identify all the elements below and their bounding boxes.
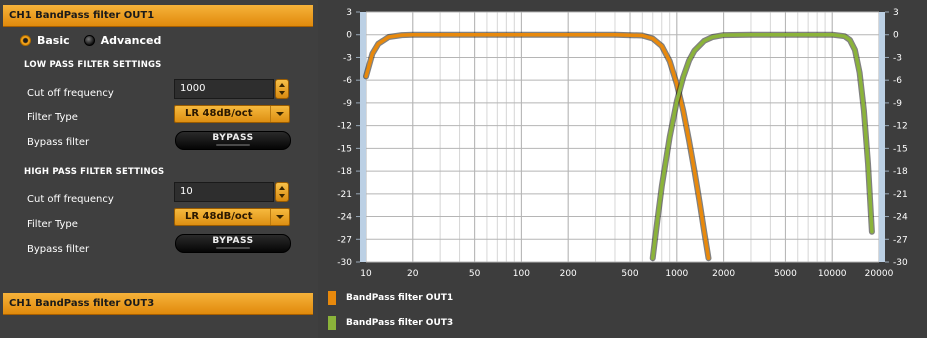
x-tick-label: 200 — [560, 269, 577, 279]
y-tick-label-left: -24 — [337, 213, 352, 223]
y-tick-label-right: 3 — [893, 8, 899, 18]
filter-settings-panel: CH1 BandPass filter OUT1 Basic Advanced … — [0, 0, 318, 338]
legend-label-out1: BandPass filter OUT1 — [346, 293, 454, 303]
high-pass-cutoff-input[interactable]: 10 — [174, 182, 274, 202]
series-line-out3 — [650, 32, 874, 260]
x-tick-label: 2000 — [712, 269, 735, 279]
y-tick-label-right: -27 — [893, 235, 908, 245]
y-tick-label-left: -12 — [337, 122, 352, 132]
high-pass-bypass-button[interactable]: BYPASS — [175, 234, 291, 253]
basic-label[interactable]: Basic — [37, 34, 70, 47]
low-pass-bypass-button[interactable]: BYPASS — [175, 131, 291, 150]
advanced-radio[interactable] — [83, 35, 95, 46]
legend-swatch-out3 — [328, 316, 336, 330]
x-tick-label: 50 — [469, 269, 481, 279]
y-tick-label-left: -18 — [337, 167, 352, 177]
low-pass-filter-type-select[interactable]: LR 48dB/oct — [174, 105, 290, 123]
high-pass-section-title: HIGH PASS FILTER SETTINGS — [24, 167, 165, 177]
right-axis-rail — [879, 12, 885, 262]
out3-panel-header[interactable]: CH1 BandPass filter OUT3 — [3, 293, 313, 315]
low-pass-cutoff-label: Cut off frequency — [27, 88, 114, 99]
y-tick-label-left: -15 — [337, 144, 352, 154]
high-pass-bypass-label: Bypass filter — [27, 244, 90, 255]
x-tick-label: 10000 — [818, 269, 847, 279]
legend-label-out3: BandPass filter OUT3 — [346, 318, 454, 328]
x-tick-label: 5000 — [774, 269, 797, 279]
y-tick-label-right: -24 — [893, 213, 908, 223]
high-pass-cutoff-stepper[interactable] — [275, 182, 289, 202]
x-tick-label: 10 — [360, 269, 372, 279]
low-pass-filter-type-value: LR 48dB/oct — [185, 108, 253, 119]
legend-swatch-out1 — [328, 291, 336, 305]
y-tick-label-right: -12 — [893, 122, 908, 132]
y-tick-label-right: -9 — [893, 99, 902, 109]
chevron-down-icon[interactable] — [270, 209, 289, 225]
y-tick-label-left: -6 — [343, 76, 352, 86]
y-tick-label-right: -3 — [893, 53, 902, 63]
y-tick-label-right: -30 — [893, 258, 908, 268]
y-tick-label-left: 3 — [346, 8, 352, 18]
y-tick-label-left: -3 — [343, 53, 352, 63]
high-pass-filter-type-label: Filter Type — [27, 219, 78, 230]
legend-item-out1: BandPass filter OUT1 — [328, 291, 453, 305]
low-pass-section-title: LOW PASS FILTER SETTINGS — [24, 60, 162, 70]
low-pass-cutoff-input[interactable]: 1000 — [174, 79, 274, 99]
y-tick-label-left: -30 — [337, 258, 352, 268]
y-tick-label-right: -21 — [893, 190, 908, 200]
chevron-down-icon[interactable] — [270, 106, 289, 122]
x-tick-label: 100 — [513, 269, 530, 279]
mode-selector: Basic Advanced — [20, 34, 161, 47]
y-tick-label-left: -21 — [337, 190, 352, 200]
basic-radio[interactable] — [20, 35, 31, 46]
out1-panel-header[interactable]: CH1 BandPass filter OUT1 — [3, 5, 313, 27]
y-tick-label-right: -15 — [893, 144, 908, 154]
advanced-label[interactable]: Advanced — [100, 34, 162, 47]
frequency-response-plot: 3 3 0 0 -3 -3 -6 -6 -9 -9 -12 -12 -15 -15 -18 -18 -21 -21… — [337, 8, 908, 279]
x-tick-label: 20000 — [865, 269, 894, 279]
y-tick-label-left: -9 — [343, 99, 352, 109]
left-axis-rail — [360, 12, 366, 262]
x-tick-label: 500 — [621, 269, 638, 279]
x-tick-label: 1000 — [665, 269, 688, 279]
high-pass-filter-type-value: LR 48dB/oct — [185, 211, 253, 222]
x-tick-label: 20 — [407, 269, 419, 279]
low-pass-filter-type-label: Filter Type — [27, 112, 78, 123]
y-tick-label-right: 0 — [893, 31, 899, 41]
legend-item-out3: BandPass filter OUT3 — [328, 316, 453, 330]
low-pass-cutoff-stepper[interactable] — [275, 79, 289, 99]
y-tick-label-right: -6 — [893, 76, 902, 86]
y-tick-label-left: 0 — [346, 31, 352, 41]
series-line-out1 — [364, 32, 711, 260]
y-tick-label-left: -27 — [337, 235, 352, 245]
y-tick-label-right: -18 — [893, 167, 908, 177]
high-pass-cutoff-label: Cut off frequency — [27, 194, 114, 205]
frequency-response-chart: 3 3 0 0 -3 -3 -6 -6 -9 -9 -12 -12 -15 -15 -18 -18 -21 -21… — [318, 0, 927, 338]
plot-background — [366, 12, 879, 262]
high-pass-filter-type-select[interactable]: LR 48dB/oct — [174, 208, 290, 226]
low-pass-bypass-label: Bypass filter — [27, 137, 90, 148]
